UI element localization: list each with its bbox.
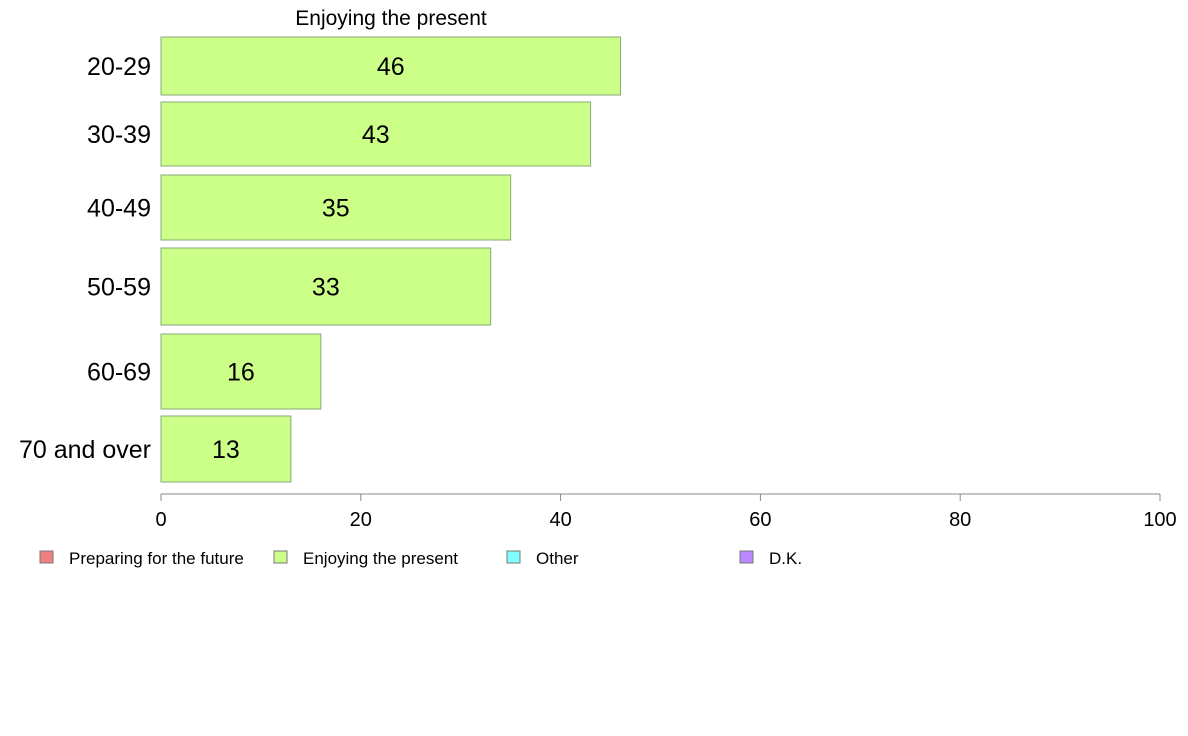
legend-swatch [739, 550, 754, 564]
bar-40-49 [160, 174, 512, 241]
bar-30-39 [160, 101, 592, 167]
value-label: 16 [227, 359, 255, 387]
legend-label: D.K. [769, 549, 802, 568]
x-tick-label: 0 [155, 509, 166, 531]
value-label: 33 [312, 274, 340, 302]
x-tick-label: 40 [549, 509, 571, 531]
category-label: 30-39 [87, 121, 151, 149]
category-label: 60-69 [87, 359, 151, 387]
legend-label: Enjoying the present [303, 549, 458, 568]
value-label: 13 [212, 436, 240, 464]
value-label: 46 [377, 53, 405, 81]
x-tick-label: 20 [350, 509, 372, 531]
value-label: 35 [322, 195, 350, 223]
bar-50-59 [160, 247, 492, 326]
category-label: 40-49 [87, 195, 151, 223]
legend-swatch [39, 550, 54, 564]
x-tick-label: 80 [949, 509, 971, 531]
legend-swatch [506, 550, 521, 564]
legend-swatch [273, 550, 288, 564]
category-label: 50-59 [87, 274, 151, 302]
chart-title: Enjoying the present [295, 7, 487, 30]
x-axis: 0 20 40 60 80 100 [155, 493, 1177, 531]
category-label: 70 and over [19, 436, 151, 464]
x-tick-label: 60 [749, 509, 771, 531]
x-tick-label: 100 [1143, 509, 1176, 531]
category-label: 20-29 [87, 53, 151, 81]
bar-20-29 [160, 36, 622, 96]
legend: Preparing for the future Enjoying the pre… [39, 549, 802, 568]
bar-70-and-over [160, 415, 292, 483]
value-label: 43 [362, 121, 390, 149]
legend-label: Preparing for the future [69, 549, 244, 568]
bars-layer: 46 20-29 43 30-39 35 40-49 33 50-59 16 60-69 13 70 … [19, 36, 622, 483]
legend-label: Other [536, 549, 579, 568]
bar-60-69 [160, 333, 322, 410]
